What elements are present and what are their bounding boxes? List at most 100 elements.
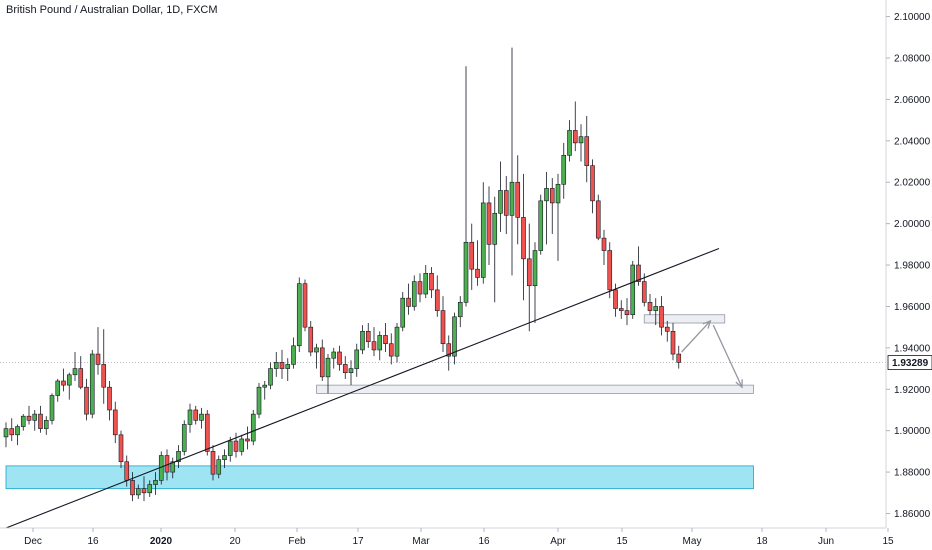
candle — [262, 380, 268, 400]
time-tick-label: 16 — [478, 536, 490, 547]
candle — [670, 323, 676, 361]
candle — [417, 273, 423, 303]
candle — [584, 115, 590, 183]
candle — [636, 246, 641, 286]
candle — [400, 291, 406, 332]
candle — [204, 409, 210, 456]
price-tick-label: 1.88000 — [894, 468, 931, 479]
candle — [170, 457, 176, 479]
time-tick-label: Feb — [288, 536, 306, 547]
candle — [291, 337, 296, 369]
price-tick-label: 2.06000 — [894, 95, 931, 106]
candle — [268, 362, 273, 390]
price-tick-label: 1.96000 — [894, 302, 931, 313]
candle — [365, 323, 371, 348]
candle — [9, 418, 15, 442]
candle — [647, 294, 653, 315]
candle — [26, 405, 32, 425]
candle — [43, 416, 49, 435]
candle — [222, 449, 227, 468]
projection-arrow-1[interactable] — [681, 319, 712, 353]
time-tick-label: Dec — [24, 536, 42, 547]
candle — [555, 173, 561, 261]
candle — [434, 275, 440, 317]
candle — [245, 426, 250, 450]
candle — [342, 356, 348, 379]
candle — [331, 347, 337, 369]
price-tick-label: 2.00000 — [894, 219, 931, 230]
candle — [78, 356, 84, 390]
trendline[interactable] — [5, 247, 720, 529]
price-tick-label: 1.94000 — [894, 343, 931, 354]
candle — [15, 424, 20, 446]
candle — [526, 223, 532, 332]
time-tick-label: 16 — [87, 536, 99, 547]
time-tick-label: 15 — [882, 536, 894, 547]
candle — [256, 383, 262, 419]
candle — [446, 335, 452, 371]
candle — [463, 66, 469, 307]
candle — [492, 196, 498, 303]
time-axis[interactable]: Dec 16 2020 20 Feb 17 Mar 16 Apr 15 May 18 Jun 15 — [0, 527, 894, 547]
time-tick-label: 20 — [229, 536, 241, 547]
time-tick-label: Jun — [818, 536, 834, 547]
candle — [95, 327, 101, 375]
price-tick-label: 2.10000 — [894, 12, 931, 23]
candle — [503, 176, 509, 234]
price-tick-label: 1.98000 — [894, 261, 931, 272]
time-tick-label: May — [683, 536, 702, 547]
candle — [210, 445, 216, 481]
price-tick-label: 2.08000 — [894, 53, 931, 64]
candle — [498, 161, 503, 232]
svg-text:1.93289: 1.93289 — [892, 358, 929, 369]
candle — [607, 242, 613, 299]
candle — [440, 296, 446, 352]
candle — [544, 171, 549, 245]
candle — [567, 120, 572, 162]
candle — [32, 409, 38, 431]
price-tick-label: 1.90000 — [894, 426, 931, 437]
candle — [135, 484, 141, 500]
candle — [360, 325, 365, 355]
candle — [273, 352, 279, 377]
candle — [325, 354, 331, 394]
candle — [187, 403, 193, 433]
chart-title: British Pound / Australian Dollar, 1D, F… — [6, 4, 218, 16]
drawing-tools — [5, 247, 743, 529]
resistance-zone[interactable] — [643, 314, 726, 324]
candle — [618, 300, 624, 319]
candle — [3, 422, 9, 448]
candle — [89, 349, 95, 419]
candle — [112, 401, 118, 444]
candle — [515, 155, 521, 245]
support-zone[interactable] — [316, 384, 754, 394]
candle — [250, 409, 256, 446]
candle — [199, 407, 204, 429]
candlesticks — [3, 47, 682, 502]
candle — [538, 194, 544, 255]
candle — [653, 298, 659, 326]
time-tick-label: 18 — [756, 536, 768, 547]
candle — [130, 472, 135, 502]
candle — [509, 47, 515, 276]
candle — [61, 368, 66, 392]
candle — [475, 240, 480, 286]
candle — [521, 173, 526, 301]
candle — [578, 124, 584, 162]
candle — [38, 405, 43, 433]
candle — [630, 260, 636, 319]
candle — [101, 329, 107, 404]
demand-zone[interactable] — [5, 465, 754, 490]
time-tick-label: 15 — [616, 536, 628, 547]
candle — [348, 360, 354, 386]
candle — [239, 434, 245, 456]
candle — [296, 277, 302, 352]
candle — [227, 436, 233, 462]
candle — [457, 296, 463, 328]
candle — [354, 343, 360, 377]
price-axis[interactable]: 2.10000 2.08000 2.06000 2.04000 2.02000 2.000… — [885, 0, 932, 528]
projection-arrow-2[interactable] — [712, 324, 743, 389]
candle — [377, 331, 383, 361]
candle — [406, 283, 411, 315]
